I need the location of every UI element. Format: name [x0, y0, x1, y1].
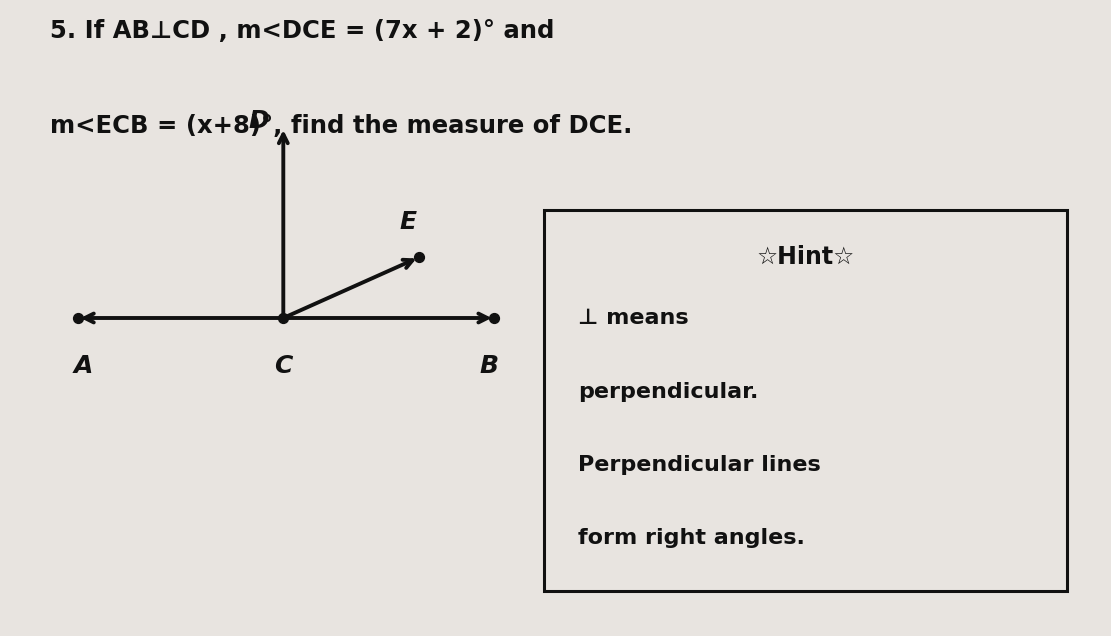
Point [274, 313, 292, 323]
Text: ☆Hint☆: ☆Hint☆ [757, 245, 854, 269]
Text: C: C [274, 354, 292, 378]
Text: Perpendicular lines: Perpendicular lines [578, 455, 820, 474]
Point [410, 252, 428, 263]
Text: 5. If AB⊥CD , m<DCE = (7x + 2)° and: 5. If AB⊥CD , m<DCE = (7x + 2)° and [50, 19, 554, 43]
Text: m<ECB = (x+8)°, find the measure of DCE.: m<ECB = (x+8)°, find the measure of DCE. [50, 114, 632, 139]
Text: E: E [399, 211, 417, 234]
Text: B: B [479, 354, 499, 378]
Text: form right angles.: form right angles. [578, 528, 804, 548]
Point [486, 313, 503, 323]
Point [69, 313, 87, 323]
Text: ⊥ means: ⊥ means [578, 308, 689, 328]
Text: D: D [249, 109, 269, 133]
Text: perpendicular.: perpendicular. [578, 382, 758, 401]
Text: A: A [73, 354, 93, 378]
